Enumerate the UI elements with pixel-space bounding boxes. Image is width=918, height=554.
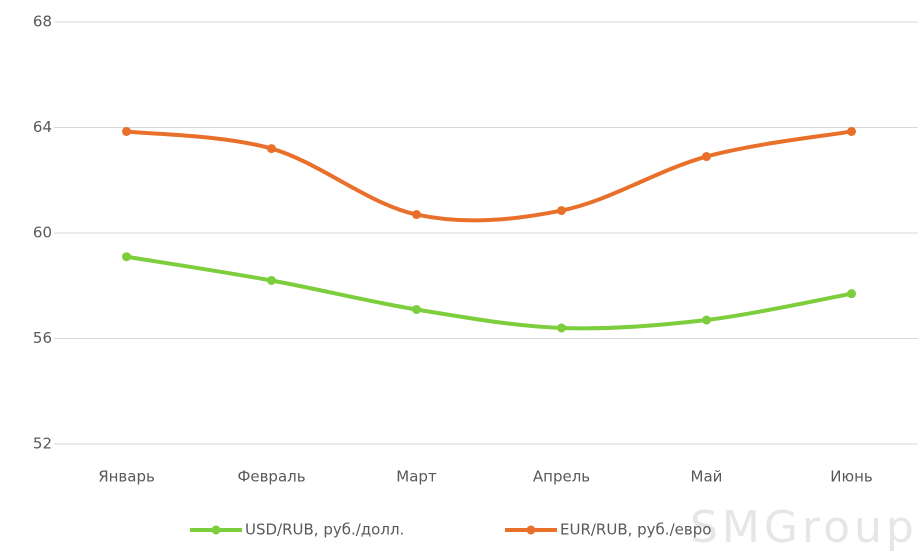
x-tick-label: Май: [691, 468, 723, 486]
watermark: SMGroup: [690, 502, 918, 553]
x-tick-label: Февраль: [237, 468, 305, 486]
x-tick-label: Июнь: [830, 468, 873, 486]
legend-marker: [211, 525, 221, 535]
y-tick-label: 68: [33, 13, 52, 31]
y-tick-label: 56: [33, 329, 52, 347]
marker: [702, 315, 711, 325]
x-tick-label: Апрель: [533, 468, 590, 486]
y-tick-label: 52: [33, 435, 52, 453]
marker: [557, 206, 566, 216]
marker: [267, 275, 276, 285]
marker: [702, 152, 711, 162]
x-tick-label: Январь: [98, 468, 155, 486]
marker: [847, 289, 856, 299]
legend-label: EUR/RUB, руб./евро: [560, 521, 711, 539]
marker: [847, 126, 856, 136]
marker: [557, 323, 566, 333]
marker: [412, 304, 421, 314]
marker: [412, 210, 421, 220]
series-line: [124, 254, 854, 331]
legend-label: USD/RUB, руб./долл.: [245, 521, 404, 539]
marker: [122, 252, 131, 262]
legend-marker: [526, 525, 536, 535]
y-tick-label: 64: [33, 118, 52, 136]
series-line: [124, 129, 854, 223]
marker: [122, 126, 131, 136]
y-tick-label: 60: [33, 224, 52, 242]
x-tick-label: Март: [396, 468, 437, 486]
marker: [267, 144, 276, 154]
